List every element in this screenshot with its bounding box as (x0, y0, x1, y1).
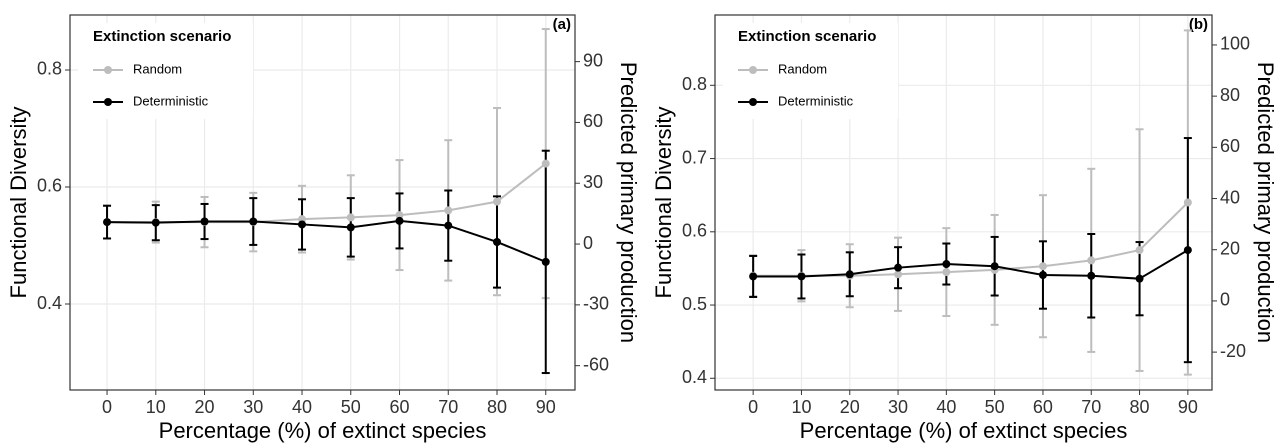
x-tick-label: 30 (243, 397, 263, 417)
y2-tick-label: 0 (1220, 290, 1230, 310)
legend-label: Deterministic (133, 93, 209, 108)
x-tick-label: 10 (146, 397, 166, 417)
y-tick-label: 0.6 (37, 176, 62, 196)
point (444, 221, 453, 230)
x-tick-label: 70 (1081, 397, 1101, 417)
x-tick-label: 80 (1130, 397, 1150, 417)
x-tick-label: 50 (985, 397, 1005, 417)
point (749, 272, 758, 281)
point (1087, 271, 1096, 280)
x-tick-label: 90 (536, 397, 556, 417)
x-tick-label: 80 (487, 397, 507, 417)
legend-title: Extinction scenario (738, 28, 876, 45)
legend-label: Random (778, 61, 827, 76)
y2-tick-label: 40 (1220, 187, 1240, 207)
point (990, 262, 999, 271)
legend-marker (104, 66, 112, 74)
y2-axis-title: Predicted primary production (1253, 62, 1277, 343)
point (894, 270, 903, 279)
x-tick-label: 0 (102, 397, 112, 417)
point (395, 216, 404, 225)
y2-axis-title: Predicted primary production (616, 62, 641, 343)
point (444, 206, 453, 215)
point (200, 217, 209, 226)
x-tick-label: 20 (195, 397, 215, 417)
y2-tick-label: 100 (1220, 34, 1250, 54)
plot-border (69, 14, 576, 391)
point (797, 272, 806, 281)
y2-tick-label: 60 (1220, 136, 1240, 156)
y2-tick-label: 30 (583, 172, 603, 192)
point (1038, 262, 1047, 271)
y2-tick-label: -30 (583, 294, 609, 314)
series-line (753, 249, 1189, 280)
point (1183, 246, 1192, 255)
legend-marker (749, 98, 757, 106)
series-line (107, 219, 547, 263)
x-axis-title: Percentage (%) of extinct species (159, 418, 487, 443)
point (1135, 274, 1144, 283)
y2-tick-label: 60 (583, 111, 603, 131)
y2-tick-label: 80 (1220, 85, 1240, 105)
y-axis-title: Functional Diversity (6, 107, 31, 299)
point (1038, 271, 1047, 280)
x-tick-label: 60 (390, 397, 410, 417)
x-tick-label: 0 (748, 397, 758, 417)
panel: 0.4 0.6 0.8 0 10 20 30 40 50 60 70 80 90 -60 -30 0 30 60 9… (6, 14, 641, 443)
plot-border (714, 14, 1213, 391)
x-tick-label: 90 (1178, 397, 1198, 417)
point (1087, 256, 1096, 265)
legend-title: Extinction scenario (93, 28, 231, 45)
point (346, 223, 355, 232)
y-tick-label: 0.8 (37, 59, 62, 79)
legend: Extinction scenario Random Deterministic (723, 23, 898, 119)
legend-marker (104, 98, 112, 106)
legend: Extinction scenario Random Deterministic (78, 23, 253, 119)
panel: 0.4 0.5 0.6 0.7 0.8 0 10 20 30 40 50 60 70 80 90 -20 0 20… (651, 14, 1277, 443)
y2-tick-label: -60 (583, 354, 609, 374)
point (493, 197, 502, 206)
y-tick-label: 0.7 (682, 147, 707, 167)
y-tick-label: 0.8 (682, 74, 707, 94)
y2-tick-label: 90 (583, 50, 603, 70)
point (298, 220, 307, 229)
panel-label: (a) (553, 16, 571, 33)
point (346, 213, 355, 222)
x-tick-label: 40 (936, 397, 956, 417)
y-tick-label: 0.6 (682, 221, 707, 241)
legend-label: Deterministic (778, 93, 854, 108)
point (103, 218, 112, 227)
y-tick-label: 0.5 (682, 294, 707, 314)
point (249, 217, 258, 226)
point (942, 268, 951, 277)
point (395, 211, 404, 220)
point (1135, 246, 1144, 255)
point (894, 263, 903, 272)
x-tick-label: 20 (840, 397, 860, 417)
y-tick-label: 0.4 (37, 293, 62, 313)
point (942, 260, 951, 269)
x-axis-title: Percentage (%) of extinct species (800, 418, 1128, 443)
legend-label: Random (133, 61, 182, 76)
legend-marker (749, 66, 757, 74)
y2-tick-label: -20 (1220, 341, 1246, 361)
point (151, 218, 160, 227)
x-tick-label: 70 (438, 397, 458, 417)
point (541, 257, 550, 266)
panel-label: (b) (1189, 16, 1208, 33)
point (1183, 198, 1192, 207)
y2-tick-label: 0 (583, 233, 593, 253)
y-tick-label: 0.4 (682, 367, 707, 387)
x-tick-label: 40 (292, 397, 312, 417)
point (845, 270, 854, 279)
x-tick-label: 50 (341, 397, 361, 417)
x-tick-label: 10 (791, 397, 811, 417)
y2-tick-label: 20 (1220, 238, 1240, 258)
x-tick-label: 60 (1033, 397, 1053, 417)
point (493, 237, 502, 246)
y-axis-title: Functional Diversity (651, 107, 676, 299)
point (541, 159, 550, 168)
x-tick-label: 30 (888, 397, 908, 417)
